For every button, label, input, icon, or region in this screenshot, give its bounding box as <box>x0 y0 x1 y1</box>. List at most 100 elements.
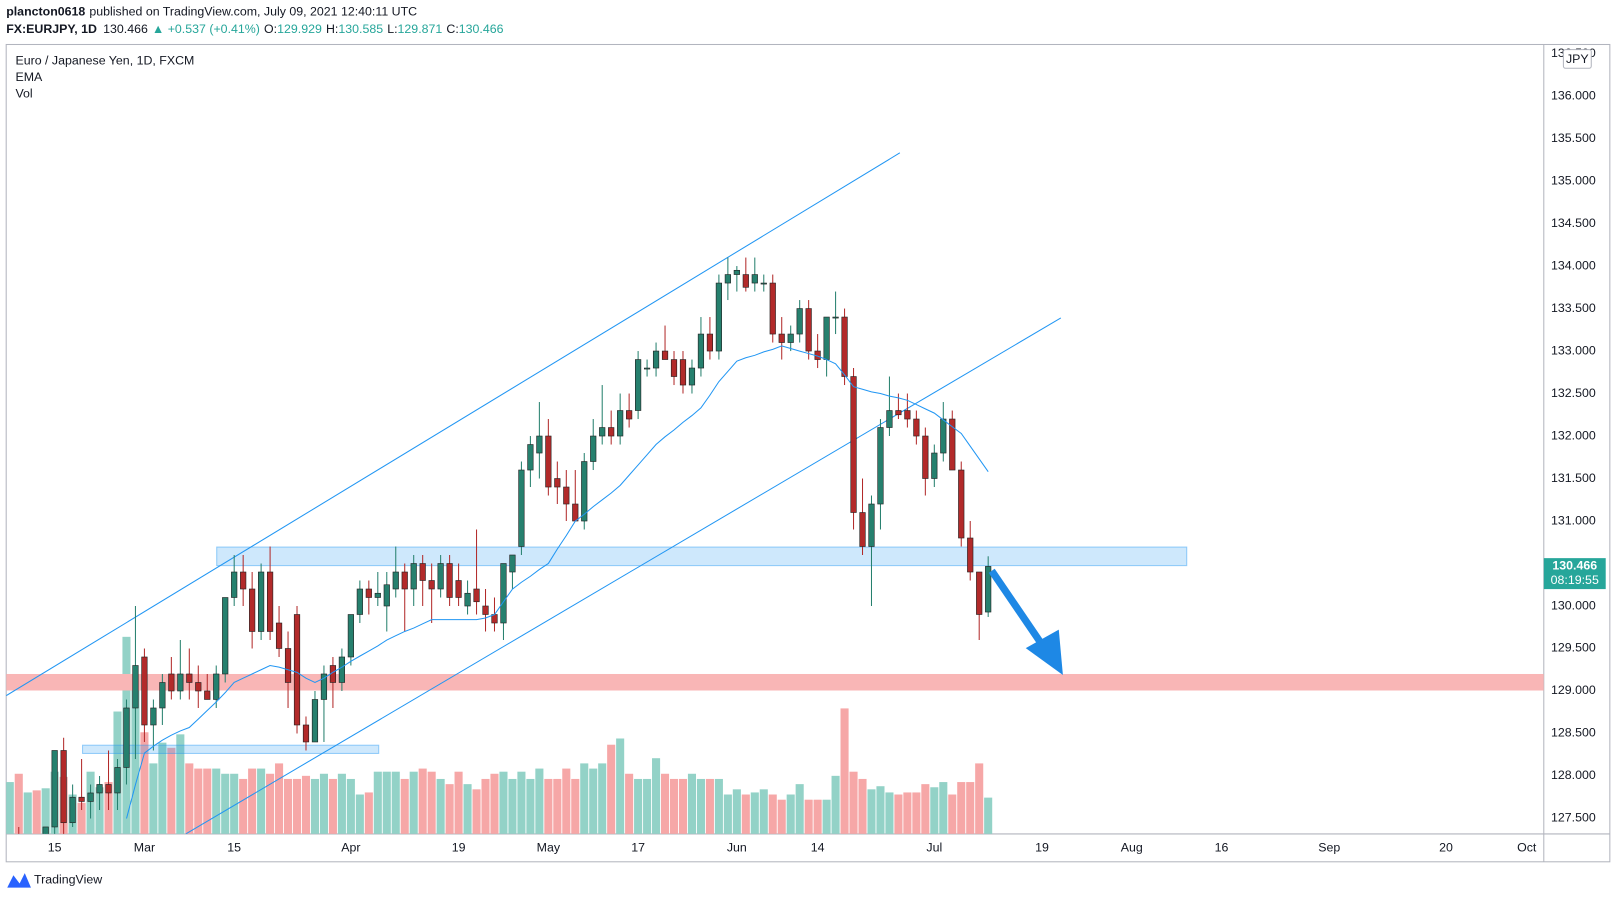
volume-bar <box>535 768 544 834</box>
candle-body <box>697 333 705 369</box>
ohlc-label: H: <box>326 22 338 36</box>
volume-bar <box>607 744 616 834</box>
candle-body <box>661 350 669 360</box>
candle-body <box>240 571 247 590</box>
candle-body <box>302 724 310 743</box>
candle-body <box>428 580 435 590</box>
volume-bar <box>355 794 364 834</box>
volume-bar <box>248 768 257 834</box>
x-tick-label: Jun <box>727 841 747 855</box>
candle-body <box>34 844 40 852</box>
volume-bar <box>562 768 571 834</box>
volume-bar <box>257 768 266 834</box>
y-tick-label: 135.000 <box>1551 173 1596 187</box>
candle-body <box>509 554 516 573</box>
volume-bar <box>266 773 275 834</box>
publish-line: plancton0618 published on TradingView.com… <box>6 5 417 19</box>
published: published on TradingView.com, July 09, 2… <box>89 5 417 19</box>
volume-bar <box>759 789 768 834</box>
volume-bar <box>939 782 948 834</box>
ohlc-label: C: <box>446 22 458 36</box>
candle-body <box>186 673 193 683</box>
candle-body <box>455 580 462 598</box>
volume-bar <box>454 771 463 834</box>
small-zone <box>82 744 380 754</box>
volume-bar <box>786 794 795 834</box>
resistance-zone <box>216 546 1188 567</box>
candle-body <box>572 503 579 522</box>
candle-body <box>895 410 902 416</box>
candle-body <box>284 648 292 683</box>
logo-mark <box>7 873 31 888</box>
candle-body <box>841 316 848 377</box>
volume-bar <box>921 784 930 834</box>
volume-bar <box>319 773 328 834</box>
volume-bar <box>669 778 679 834</box>
candle-body <box>626 410 633 420</box>
symbol: FX:EURJPY, 1D <box>6 22 97 36</box>
candle-body <box>545 435 552 488</box>
volume-bar <box>526 778 535 834</box>
candle-body <box>69 796 76 824</box>
axes: 127.500 128.000 128.500 129.000 129.500 130.0… <box>48 46 1606 855</box>
volume-bar <box>275 763 284 834</box>
candle-body <box>922 435 929 479</box>
candle-body <box>258 571 265 632</box>
candle-body <box>114 767 121 794</box>
x-tick-label: 19 <box>452 841 466 855</box>
ohlc-label: L: <box>387 22 397 36</box>
volume-bar <box>481 778 490 834</box>
candle-body <box>275 622 283 649</box>
volume-bar <box>95 787 104 834</box>
volume-bar <box>975 763 984 834</box>
candle-body <box>940 418 947 454</box>
volume-bar <box>822 799 831 834</box>
volume-bar <box>903 792 912 834</box>
volume-bar <box>768 794 777 834</box>
price: 130.466 <box>103 22 148 36</box>
x-tick-label: Oct <box>1517 841 1537 855</box>
volume-bar <box>6 782 14 834</box>
currency-badge <box>1562 49 1592 69</box>
volume-bar <box>813 799 822 834</box>
candle-body <box>796 308 803 335</box>
candle-body <box>473 588 480 603</box>
volume-bar <box>625 773 634 834</box>
volume-bar <box>158 742 167 834</box>
volume-bar <box>301 775 311 834</box>
volume-bar <box>292 778 302 834</box>
candle-body <box>724 274 731 284</box>
currency: JPY <box>1566 52 1589 66</box>
change: ▲ +0.537 (+0.41%) <box>152 22 260 36</box>
candle-body <box>554 478 561 488</box>
volume-bar <box>723 794 732 834</box>
drawings <box>6 152 1544 834</box>
candle-body <box>150 707 157 726</box>
candle-body <box>195 682 202 692</box>
candle-body <box>760 282 767 285</box>
volume-bar <box>14 773 23 834</box>
volume-bar <box>867 789 876 834</box>
support-zone <box>6 673 1544 691</box>
candle-body <box>16 844 22 852</box>
volume-bar <box>849 771 858 834</box>
y-tick-label: 134.500 <box>1551 216 1596 230</box>
candle-body <box>787 333 794 343</box>
candle-body <box>805 308 812 352</box>
candle-body <box>563 486 570 505</box>
candle-body <box>536 435 543 454</box>
upper-trendline <box>6 152 901 697</box>
volume-bar <box>391 771 400 834</box>
volume-bar <box>472 789 481 834</box>
volume-bar <box>571 778 580 834</box>
candle-body <box>715 282 722 352</box>
volume-bar <box>804 799 813 834</box>
y-tick-label: 136.000 <box>1551 88 1596 102</box>
candle-body <box>635 359 642 411</box>
candle-body <box>437 563 444 590</box>
volume-bar <box>687 773 697 834</box>
last-price-label: 130.466 <box>1552 559 1597 573</box>
y-tick-label: 131.000 <box>1551 513 1596 527</box>
candle-body <box>670 359 678 377</box>
